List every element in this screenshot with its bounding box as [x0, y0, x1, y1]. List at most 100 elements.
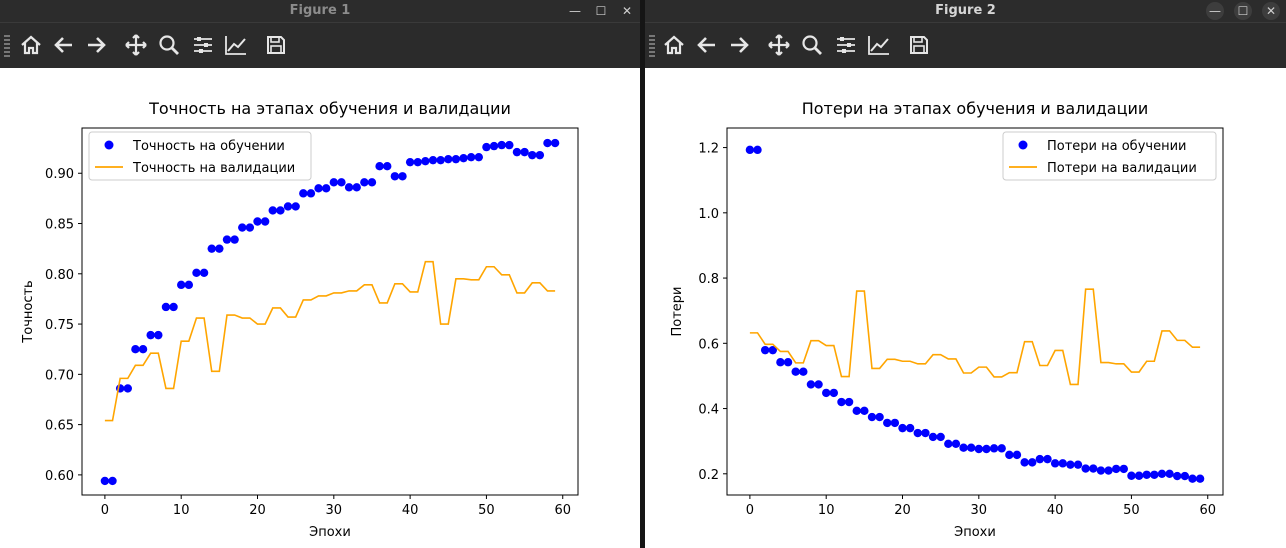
data-point [291, 202, 300, 211]
pan-icon[interactable] [122, 31, 150, 59]
data-point [550, 138, 560, 148]
training-series-points [100, 138, 560, 486]
pan-icon[interactable] [765, 31, 793, 59]
loss-chart: Потери на этапах обучения и валидации 0 10… [670, 99, 1224, 540]
data-point [283, 202, 293, 211]
edit-axes-icon[interactable] [865, 31, 893, 59]
data-point [520, 147, 529, 157]
toolbar-grip-icon[interactable] [649, 35, 655, 57]
home-icon[interactable] [17, 31, 45, 59]
data-point [783, 358, 793, 367]
save-icon[interactable] [262, 31, 290, 59]
legend-label: Потери на валидации [1047, 161, 1197, 176]
x-tick-label: 20 [894, 503, 911, 518]
home-icon[interactable] [660, 31, 688, 59]
maximize-button[interactable]: ☐ [1234, 2, 1252, 20]
save-icon[interactable] [905, 31, 933, 59]
data-point [100, 476, 110, 486]
data-point [314, 184, 323, 193]
data-point [959, 443, 968, 452]
x-axis-label: Эпохи [309, 525, 351, 540]
data-point [299, 189, 308, 198]
accuracy-chart: Точность на этапах обучения и валидации 0… [21, 99, 579, 540]
data-point [352, 183, 361, 192]
data-point [989, 444, 999, 453]
forward-arrow-icon[interactable] [82, 31, 110, 59]
training-series-points [745, 145, 1205, 483]
x-tick-label: 10 [818, 503, 835, 518]
minimize-button[interactable]: — [569, 4, 581, 18]
data-point [177, 280, 186, 290]
x-tick-label: 60 [554, 503, 571, 518]
figure-1-window: Figure 1 — ☐ ✕ Точность на этапах обучен… [0, 0, 640, 548]
x-tick-label: 60 [1199, 503, 1216, 518]
data-point [860, 406, 869, 416]
data-point [1134, 471, 1144, 480]
forward-arrow-icon[interactable] [725, 31, 753, 59]
back-arrow-icon[interactable] [50, 31, 78, 59]
zoom-icon[interactable] [798, 31, 826, 59]
data-point [184, 280, 194, 290]
axes-frame [726, 127, 1224, 496]
data-point [837, 397, 846, 407]
y-tick-label: 1.2 [698, 142, 719, 157]
data-point [1096, 466, 1106, 475]
data-point [146, 330, 155, 340]
data-point [444, 154, 453, 164]
y-axis-label: Точность [21, 280, 36, 343]
data-point [806, 380, 816, 389]
data-point [1165, 469, 1174, 478]
data-point [421, 156, 430, 166]
title-bar[interactable]: Figure 1 — ☐ ✕ [0, 0, 640, 22]
data-point [905, 423, 915, 433]
y-tick-label: 0.2 [698, 468, 719, 483]
validation-series-line [104, 260, 556, 422]
data-point [1012, 450, 1022, 460]
figure-2-window: Figure 2 — ☐ ✕ Потери на этапах обучения… [645, 0, 1286, 548]
data-point [497, 140, 506, 150]
data-point [997, 444, 1006, 453]
data-point [383, 162, 392, 171]
data-point [474, 152, 483, 162]
y-tick-label: 0.75 [45, 318, 74, 333]
data-point [489, 141, 499, 151]
back-arrow-icon[interactable] [693, 31, 721, 59]
data-point [1180, 471, 1190, 481]
edit-axes-icon[interactable] [222, 31, 250, 59]
configure-subplots-icon[interactable] [189, 31, 217, 59]
toolbar-grip-icon[interactable] [4, 35, 10, 57]
x-tick-label: 40 [402, 503, 419, 518]
y-tick-label: 0.90 [45, 167, 74, 182]
data-point [1173, 471, 1182, 481]
data-point [776, 358, 785, 367]
y-axis-label: Потери [670, 286, 685, 336]
x-tick-label: 0 [101, 503, 109, 518]
configure-subplots-icon[interactable] [832, 31, 860, 59]
data-point [1127, 471, 1136, 480]
data-point [768, 345, 777, 355]
data-point [974, 444, 984, 454]
figure-canvas[interactable]: Потери на этапах обучения и валидации 0 10… [645, 68, 1286, 548]
data-point [238, 223, 247, 232]
data-point [1081, 464, 1090, 473]
y-tick-label: 0.70 [45, 368, 74, 383]
title-bar[interactable]: Figure 2 — ☐ ✕ [645, 0, 1286, 22]
chart-title: Точность на этапах обучения и валидации [148, 99, 511, 118]
minimize-button[interactable]: — [1206, 2, 1224, 20]
data-point [1111, 464, 1121, 474]
data-point [1020, 458, 1029, 467]
zoom-icon[interactable] [155, 31, 183, 59]
data-point [413, 157, 422, 167]
close-button[interactable]: ✕ [621, 4, 633, 18]
data-point [1157, 469, 1167, 478]
data-point [321, 184, 331, 193]
y-tick-label: 0.6 [698, 337, 719, 352]
maximize-button[interactable]: ☐ [595, 4, 607, 18]
close-button[interactable]: ✕ [1262, 2, 1280, 20]
data-point [451, 154, 461, 164]
data-point [1142, 470, 1151, 479]
x-tick-label: 50 [1123, 503, 1140, 518]
data-point [875, 412, 884, 422]
data-point [360, 178, 369, 187]
figure-canvas[interactable]: Точность на этапах обучения и валидации 0… [0, 68, 640, 548]
